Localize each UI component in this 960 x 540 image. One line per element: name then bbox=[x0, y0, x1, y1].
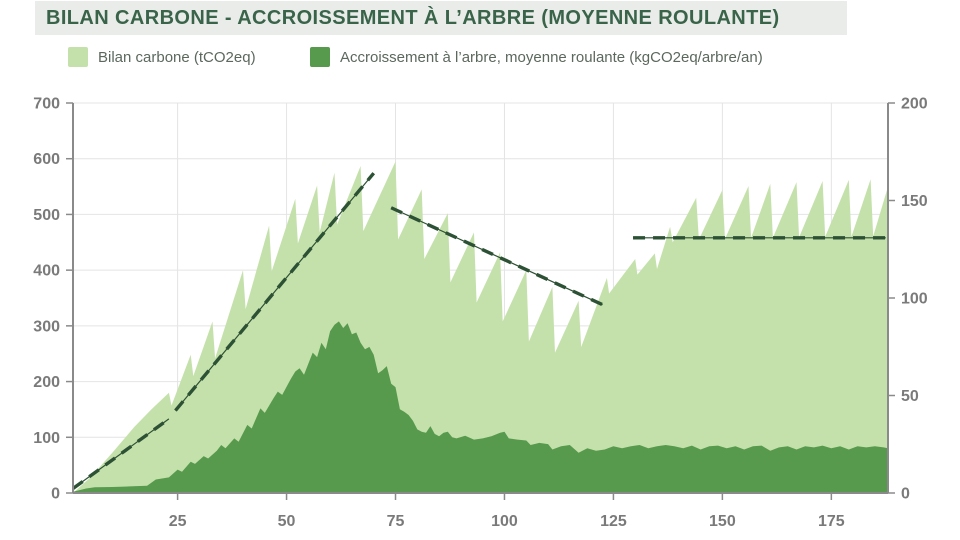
x-tick-label: 75 bbox=[387, 513, 405, 530]
x-tick-label: 125 bbox=[600, 513, 627, 530]
y-right-tick-label: 100 bbox=[901, 291, 928, 308]
y-left-tick-label: 0 bbox=[51, 486, 60, 503]
trend-line-thin bbox=[390, 207, 603, 306]
x-tick-label: 25 bbox=[169, 513, 187, 530]
y-right-tick-label: 200 bbox=[901, 96, 928, 113]
y-right-tick-label: 50 bbox=[901, 388, 919, 405]
trend-dashed-line bbox=[174, 172, 376, 412]
chart-legend: Bilan carbone (tCO2eq) Accroissement à l… bbox=[0, 46, 960, 68]
legend-item-accroissement: Accroissement à l’arbre, moyenne roulant… bbox=[310, 46, 763, 68]
y-left-tick-label: 200 bbox=[33, 374, 60, 391]
trend-line-thin bbox=[72, 418, 170, 490]
y-right-tick-label: 0 bbox=[901, 486, 910, 503]
y-right-tick-label: 150 bbox=[901, 193, 928, 210]
legend-item-bilan-carbone: Bilan carbone (tCO2eq) bbox=[68, 46, 256, 68]
chart-title: BILAN CARBONE - ACCROISSEMENT À L’ARBRE … bbox=[46, 6, 780, 29]
x-tick-label: 150 bbox=[709, 513, 736, 530]
y-left-tick-label: 300 bbox=[33, 318, 60, 335]
y-left-tick-label: 700 bbox=[33, 96, 60, 113]
accroissement-area bbox=[73, 321, 888, 493]
y-left-tick-label: 100 bbox=[33, 430, 60, 447]
legend-label-bilan-carbone: Bilan carbone (tCO2eq) bbox=[98, 48, 256, 66]
legend-swatch-bilan-carbone bbox=[68, 47, 88, 67]
chart-title-bar: BILAN CARBONE - ACCROISSEMENT À L’ARBRE … bbox=[35, 1, 847, 35]
legend-label-accroissement: Accroissement à l’arbre, moyenne roulant… bbox=[340, 48, 763, 66]
y-left-tick-label: 400 bbox=[33, 263, 60, 280]
x-tick-label: 50 bbox=[278, 513, 296, 530]
x-tick-label: 175 bbox=[818, 513, 845, 530]
y-left-tick-label: 600 bbox=[33, 151, 60, 168]
legend-swatch-accroissement bbox=[310, 47, 330, 67]
x-tick-label: 100 bbox=[491, 513, 518, 530]
y-left-tick-label: 500 bbox=[33, 207, 60, 224]
